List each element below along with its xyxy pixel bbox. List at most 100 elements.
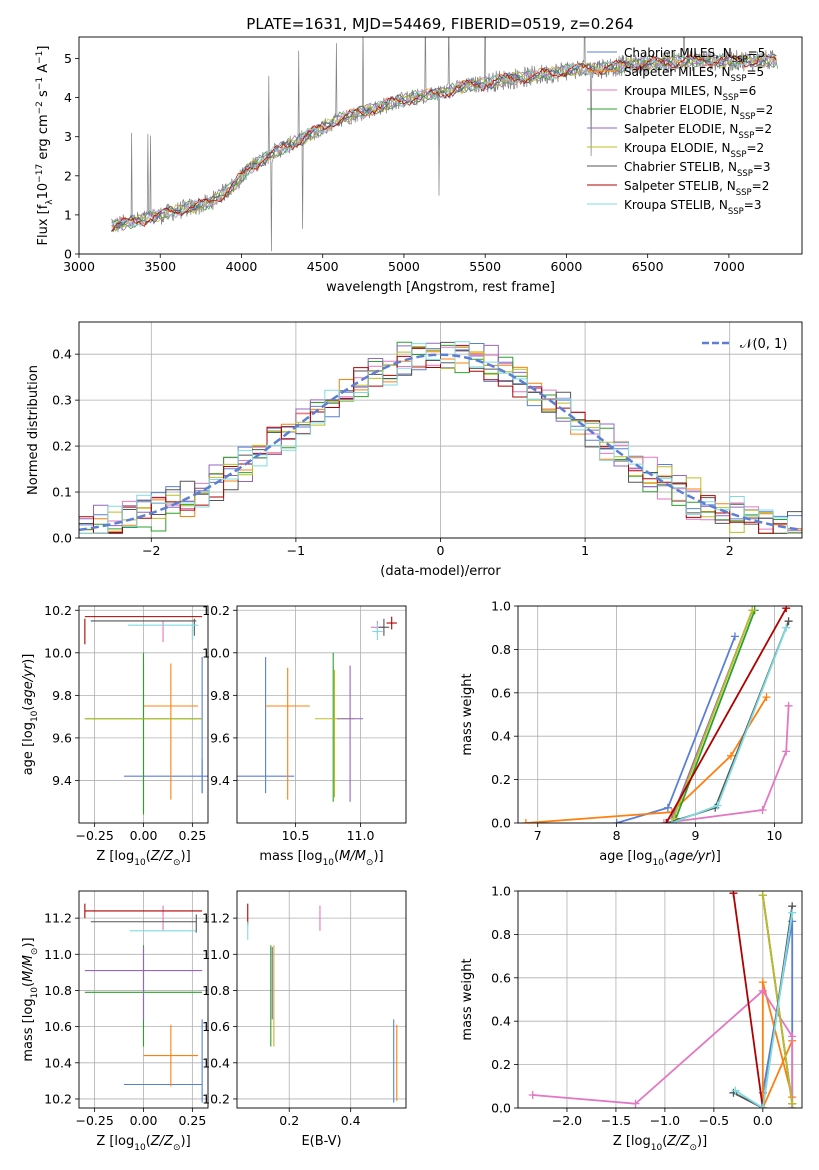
y-tick-label: 9.6 bbox=[210, 730, 230, 745]
y-tick-label: 0.4 bbox=[52, 347, 72, 362]
y-tick-label: 0.6 bbox=[491, 685, 511, 700]
y-tick-label: 0.6 bbox=[491, 970, 511, 985]
y-tick-label: 0.1 bbox=[52, 485, 72, 500]
axes-frame bbox=[78, 321, 803, 539]
plot-area-mass_vs_Z bbox=[84, 903, 203, 1103]
plot-area-age_vs_mass bbox=[237, 616, 397, 802]
weight-line bbox=[663, 705, 790, 823]
spectrum-model-line bbox=[111, 54, 777, 233]
axes-spectrum: 3000 3500 4000 4500 5000 5500 6000 6500 7000 0 1 2 3… bbox=[35, 36, 803, 295]
y-tick-label: 0.0 bbox=[52, 531, 72, 546]
weight-line bbox=[734, 912, 794, 1108]
x-axis-label: mass [log10(M/M⊙)] bbox=[259, 849, 383, 868]
spectrum-model-line bbox=[111, 53, 777, 228]
x-tick-label: 11.0 bbox=[347, 828, 375, 843]
y-tick-label: 3 bbox=[64, 129, 72, 144]
x-tick-label: 0.25 bbox=[178, 1113, 206, 1128]
weight-point-marker bbox=[713, 801, 722, 810]
weight-point-marker bbox=[762, 693, 771, 702]
weight-point-marker bbox=[667, 819, 676, 823]
weight-point-marker bbox=[782, 606, 791, 613]
weight-point-marker bbox=[784, 617, 793, 626]
weight-point-marker bbox=[659, 819, 668, 823]
y-tick-label: 10.6 bbox=[44, 1019, 72, 1034]
x-tick-label: −2 bbox=[142, 543, 160, 558]
y-tick-label: 0.0 bbox=[491, 1101, 511, 1116]
y-tick-label: 0.2 bbox=[491, 772, 511, 787]
legend-label: Kroupa STELIB, NSSP=3 bbox=[624, 198, 762, 217]
weight-point-marker bbox=[758, 891, 767, 900]
x-tick-label: 0.00 bbox=[130, 1113, 158, 1128]
x-tick-label: −1.5 bbox=[601, 1113, 631, 1128]
x-axis-label: Z [log10(Z/Z⊙)] bbox=[613, 1134, 707, 1153]
x-tick-label: 0.0 bbox=[753, 1113, 773, 1128]
legend-label: Chabrier MILES, NSSP=5 bbox=[624, 46, 765, 65]
y-tick-label: 0.4 bbox=[491, 1014, 511, 1029]
y-tick-label: 10.2 bbox=[202, 1091, 230, 1106]
weight-line bbox=[672, 609, 754, 820]
x-tick-label: 8 bbox=[613, 828, 621, 843]
weight-point-marker bbox=[758, 1104, 767, 1108]
x-tick-label: 9 bbox=[692, 828, 700, 843]
y-tick-label: 10.2 bbox=[202, 603, 230, 618]
weight-point-marker bbox=[788, 1099, 797, 1108]
y-axis-label: mass weight bbox=[460, 673, 475, 755]
y-tick-label: 0.8 bbox=[491, 642, 511, 657]
spectrum-model-line bbox=[111, 53, 777, 232]
x-axis-label: E(B-V) bbox=[301, 1134, 341, 1149]
x-tick-label: 4500 bbox=[307, 259, 339, 274]
x-axis-label: (data-model)/error bbox=[380, 564, 501, 579]
axes-frame bbox=[517, 605, 803, 824]
x-tick-label: −0.25 bbox=[75, 1113, 113, 1128]
weight-point-marker bbox=[528, 1090, 537, 1099]
y-tick-label: 11.0 bbox=[202, 947, 230, 962]
x-axis-label: wavelength [Angstrom, rest frame] bbox=[326, 280, 555, 295]
axes-residuals: −2 −1 0 1 2 0.0 0.1 0.2 0.3 0.4 (data-model)/error… bbox=[26, 321, 803, 579]
axes-age_vs_Z: −0.25 0.00 0.25 9.4 9.6 9.8 10.0 10.2 Z [log10(Z… bbox=[21, 603, 209, 868]
legend-label: Chabrier STELIB, NSSP=3 bbox=[624, 160, 771, 179]
y-tick-label: 0.3 bbox=[52, 393, 72, 408]
plot-area-weight_vs_age bbox=[521, 606, 793, 823]
x-axis-label: age [log10(age/yr)] bbox=[599, 849, 721, 868]
y-tick-label: 11.2 bbox=[202, 911, 230, 926]
x-tick-label: 3500 bbox=[144, 259, 176, 274]
weight-point-marker bbox=[758, 986, 767, 995]
x-tick-label: 6500 bbox=[632, 259, 664, 274]
x-tick-label: 7000 bbox=[713, 259, 745, 274]
weight-line bbox=[761, 981, 794, 1108]
legend-label: Chabrier ELODIE, NSSP=2 bbox=[624, 103, 773, 122]
weight-point-marker bbox=[758, 978, 767, 987]
y-axis-label: mass [log10(M/M⊙)] bbox=[21, 937, 40, 1061]
legend-label: Salpeter STELIB, NSSP=2 bbox=[624, 179, 769, 198]
x-tick-label: −1.0 bbox=[650, 1113, 680, 1128]
y-tick-label: 10.2 bbox=[44, 603, 72, 618]
plot-area-age_vs_Z bbox=[84, 616, 208, 815]
y-tick-label: 11.0 bbox=[44, 947, 72, 962]
axes-frame bbox=[236, 605, 407, 824]
axes-frame bbox=[517, 890, 803, 1109]
weight-point-marker bbox=[729, 891, 738, 898]
legend-label: 𝒩(0, 1) bbox=[740, 337, 787, 352]
y-tick-label: 10.8 bbox=[44, 983, 72, 998]
spectrum-model-line bbox=[111, 53, 777, 232]
legend-label: Kroupa MILES, NSSP=6 bbox=[624, 84, 756, 103]
axes-weight_vs_age: 7 8 9 10 0.0 0.2 0.4 0.6 0.8 1.0 age [log10(age/yr… bbox=[460, 599, 803, 868]
y-tick-label: 2 bbox=[64, 168, 72, 183]
y-tick-label: 11.2 bbox=[44, 911, 72, 926]
x-tick-label: −0.5 bbox=[699, 1113, 729, 1128]
axes-frame bbox=[236, 890, 407, 1109]
y-tick-label: 0.2 bbox=[52, 439, 72, 454]
y-tick-label: 0 bbox=[64, 247, 72, 262]
weight-point-marker bbox=[784, 701, 793, 710]
weight-line bbox=[665, 607, 787, 823]
x-tick-label: 6000 bbox=[551, 259, 583, 274]
weight-point-marker bbox=[788, 1032, 797, 1041]
weight-point-marker bbox=[782, 623, 791, 632]
y-axis-label: Flux [fλ10−17 erg cm−2 s−1 A−1] bbox=[35, 46, 55, 246]
weight-line bbox=[674, 609, 756, 820]
x-tick-label: 1 bbox=[581, 543, 589, 558]
x-tick-label: 0.00 bbox=[130, 828, 158, 843]
weight-point-marker bbox=[612, 819, 621, 823]
axes-age_vs_mass: 10.5 11.0 9.4 9.6 9.8 10.0 10.2 mass [log10(M/M… bbox=[202, 603, 407, 868]
y-tick-label: 9.8 bbox=[210, 688, 230, 703]
